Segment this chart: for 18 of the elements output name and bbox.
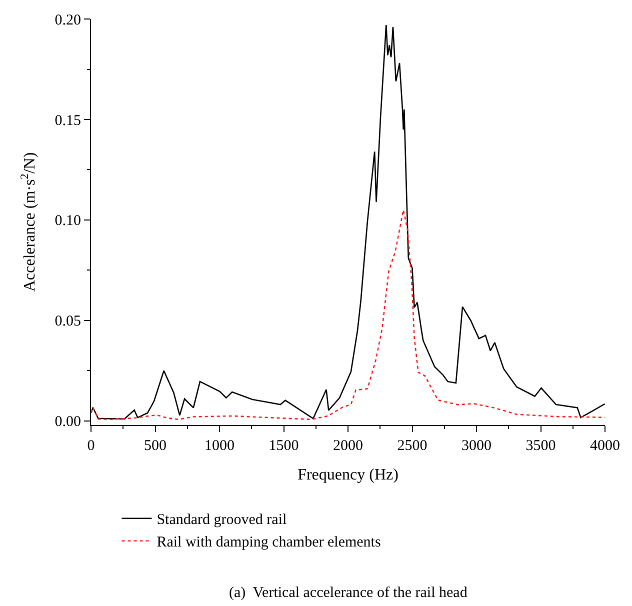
x-axis-title: Frequency (Hz)	[298, 466, 398, 484]
y-tick-label: 0.20	[54, 12, 81, 28]
x-tick-label: 0	[87, 438, 95, 454]
x-tick-label: 1000	[204, 438, 234, 454]
y-tick-label: 0.10	[54, 213, 81, 230]
y-tick-label: 0.00	[54, 414, 81, 430]
x-tick-label: 1500	[268, 438, 299, 454]
legend-label: Rail with damping chamber elements	[156, 534, 381, 551]
y-tick-label: 0.15	[54, 112, 81, 129]
x-tick-label: 3500	[526, 438, 556, 454]
x-tick-label: 2000	[333, 438, 363, 454]
text: (a) Vertical accelerance of the rail head	[229, 585, 468, 601]
legend-label: Standard grooved rail	[156, 512, 287, 528]
x-tick-label: 3000	[462, 438, 492, 454]
x-tick-label: 2500	[397, 438, 428, 454]
y-tick-label: 0.05	[54, 314, 81, 330]
x-tick-label: 4000	[590, 438, 620, 454]
x-tick-label: 500	[144, 438, 166, 454]
